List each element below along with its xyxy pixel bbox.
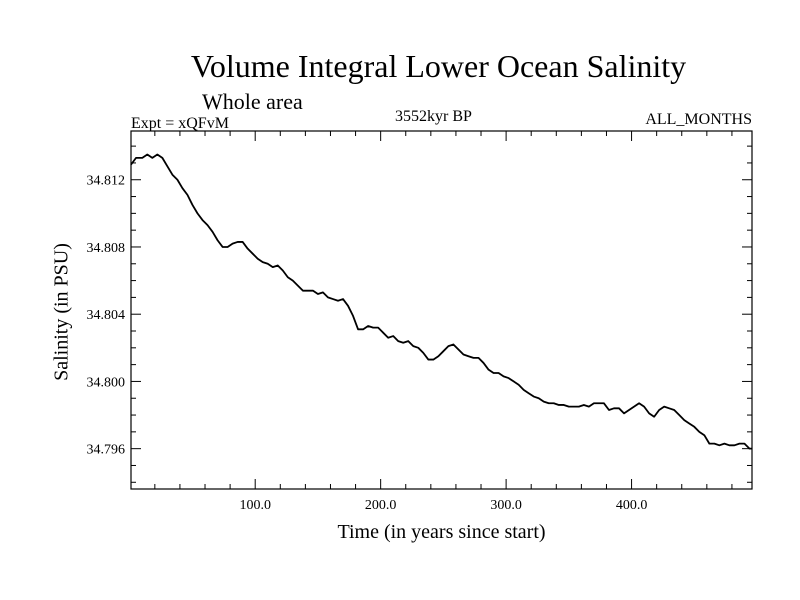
x-axis-label: Time (in years since start) <box>337 521 546 543</box>
x-tick-label: 200.0 <box>365 498 397 513</box>
y-tick-label: 34.800 <box>87 375 126 390</box>
y-tick-label: 34.796 <box>87 443 126 458</box>
y-tick-label: 34.804 <box>87 308 126 323</box>
chart-title: Volume Integral Lower Ocean Salinity <box>190 48 687 84</box>
x-tick-label: 400.0 <box>616 498 648 513</box>
plot-frame <box>130 130 753 490</box>
period-label: 3552kyr BP <box>395 108 472 125</box>
months-label: ALL_MONTHS <box>645 111 752 128</box>
chart-subtitle: Whole area <box>202 89 303 114</box>
experiment-label: Expt = xQFvM <box>131 115 229 132</box>
y-tick-label: 34.808 <box>87 241 126 256</box>
x-tick-label: 300.0 <box>490 498 522 513</box>
series-line-salinity <box>130 153 752 450</box>
x-tick-label: 100.0 <box>239 498 271 513</box>
y-tick-label: 34.812 <box>87 174 126 189</box>
